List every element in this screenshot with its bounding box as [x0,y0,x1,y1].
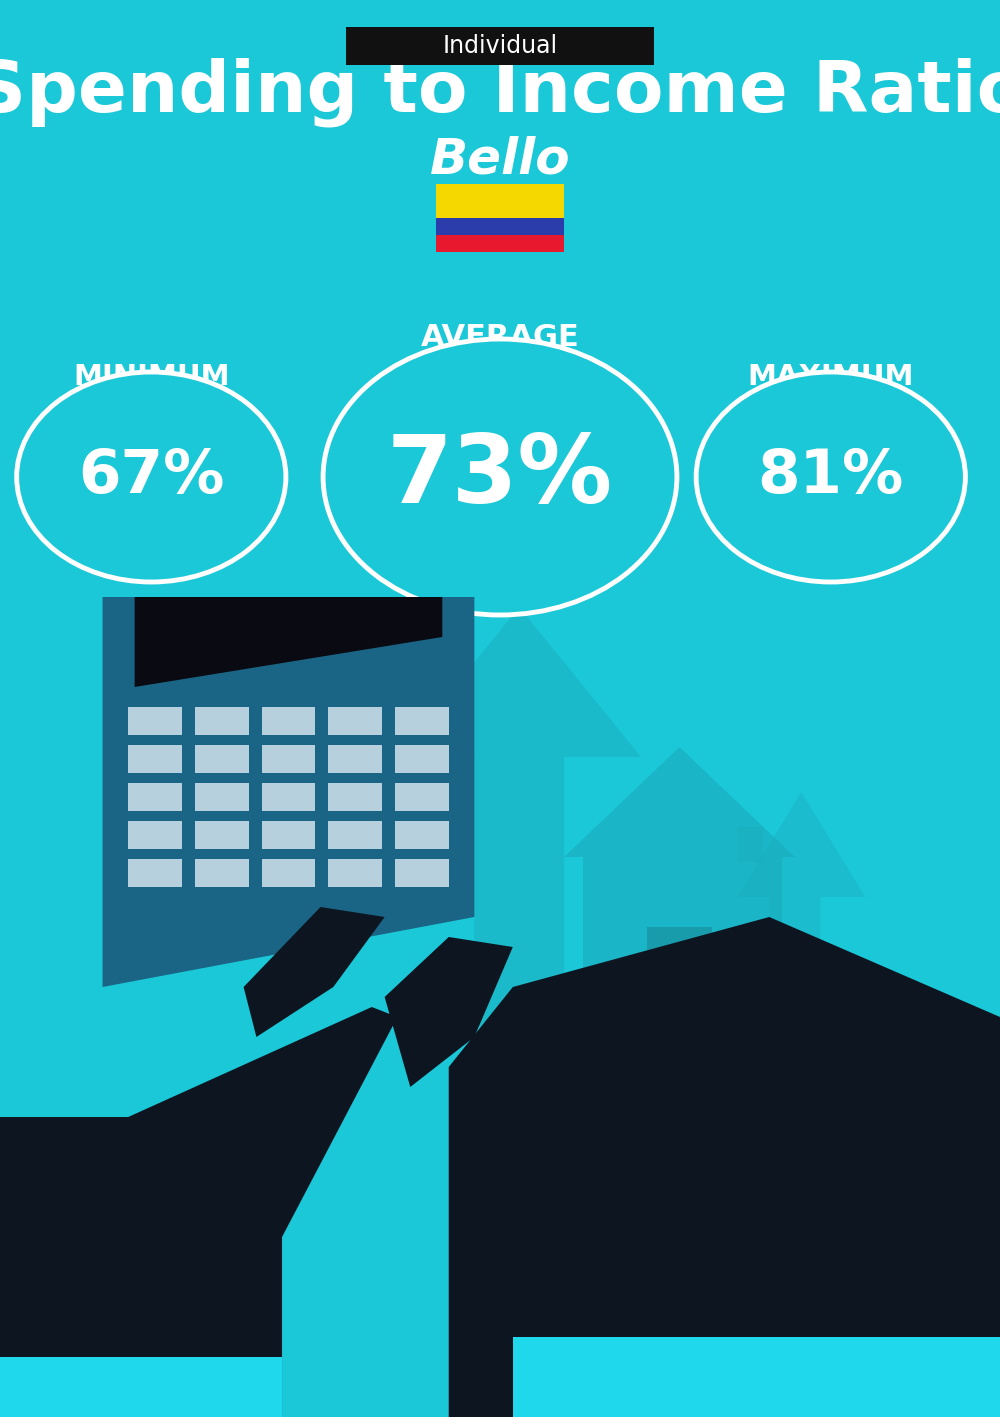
Polygon shape [195,820,249,849]
Polygon shape [128,707,182,735]
Polygon shape [135,597,442,687]
Bar [769,1172,923,1187]
Polygon shape [328,784,382,811]
Text: Individual: Individual [442,34,558,58]
Text: 67%: 67% [78,448,225,506]
Bar [897,1119,949,1142]
Polygon shape [328,707,382,735]
Polygon shape [395,745,449,774]
Text: MAXIMUM: MAXIMUM [748,363,914,391]
Polygon shape [0,1357,282,1417]
Text: MINIMUM: MINIMUM [73,363,230,391]
Text: $: $ [848,1132,870,1162]
Polygon shape [128,784,182,811]
Text: 81%: 81% [758,448,904,506]
Polygon shape [262,784,315,811]
Polygon shape [128,745,182,774]
Polygon shape [195,784,249,811]
Polygon shape [328,820,382,849]
Polygon shape [564,747,795,857]
Polygon shape [395,707,449,735]
Circle shape [821,1136,1000,1297]
Polygon shape [737,828,763,862]
Polygon shape [328,859,382,887]
Bar [436,218,564,235]
Polygon shape [128,820,182,849]
Circle shape [696,373,965,582]
Polygon shape [449,917,1000,1417]
Bar [769,1136,897,1151]
Polygon shape [262,820,315,849]
Polygon shape [262,859,315,887]
Polygon shape [395,820,449,849]
Polygon shape [395,784,449,811]
Polygon shape [0,1007,397,1417]
Polygon shape [385,937,513,1087]
Text: Spending to Income Ratio: Spending to Income Ratio [0,57,1000,126]
Polygon shape [262,745,315,774]
Polygon shape [737,792,865,1117]
Polygon shape [328,745,382,774]
Bar [840,1068,878,1087]
Circle shape [17,373,286,582]
Text: AVERAGE: AVERAGE [421,323,579,351]
Polygon shape [262,707,315,735]
Bar [769,1153,923,1169]
Polygon shape [647,927,712,1017]
Circle shape [776,1083,942,1212]
Circle shape [323,339,677,615]
Bar [346,27,654,65]
Text: 73%: 73% [387,431,613,523]
Bar [436,235,564,252]
Polygon shape [195,707,249,735]
Polygon shape [244,907,385,1037]
Polygon shape [583,857,782,1017]
Text: Bello: Bello [430,135,570,183]
Text: $: $ [909,1196,938,1238]
Polygon shape [513,1338,1000,1417]
Polygon shape [103,597,474,988]
Bar [436,184,564,218]
Polygon shape [195,859,249,887]
Polygon shape [195,745,249,774]
Polygon shape [397,606,641,1027]
Polygon shape [395,859,449,887]
Polygon shape [128,859,182,887]
